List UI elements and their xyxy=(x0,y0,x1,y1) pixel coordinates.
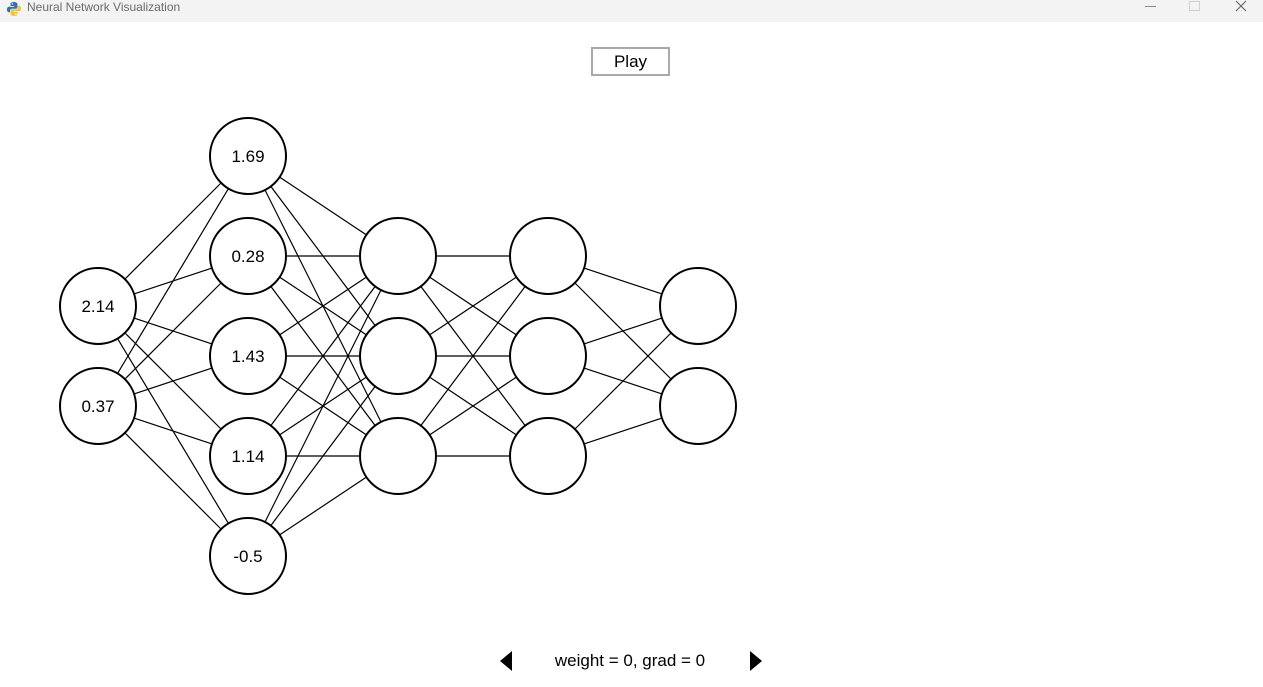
neuron-l2-n2[interactable] xyxy=(359,417,437,495)
maximize-icon[interactable] xyxy=(1172,0,1218,14)
neuron-l1-n4[interactable]: -0.5 xyxy=(209,517,287,595)
connection-l2-n2-to-n1 xyxy=(429,376,517,436)
connection-l0-n1-to-n0 xyxy=(117,188,229,374)
neuron-l4-n0[interactable] xyxy=(659,267,737,345)
connection-l3-n2-to-n1 xyxy=(583,417,663,445)
visualization-canvas: Play 2.14 0.37 1.69 0.28 1.43 1.14 -0.5 weight… xyxy=(0,22,1263,687)
connection-l1-n4-to-n1 xyxy=(270,386,376,526)
connections xyxy=(117,176,672,536)
neuron-circle xyxy=(59,367,137,445)
neuron-value: -0.5 xyxy=(233,547,262,566)
minimize-icon[interactable] xyxy=(1127,0,1173,14)
neuron-l1-n3[interactable]: 1.14 xyxy=(209,417,287,495)
neuron-circle xyxy=(659,267,737,345)
connection-l0-n1-to-n1 xyxy=(124,282,222,380)
connection-l0-n1-to-n2 xyxy=(133,367,213,395)
neuron-value: 1.69 xyxy=(231,147,264,166)
neuron-l0-n0[interactable]: 2.14 xyxy=(59,267,137,345)
neuron-circle xyxy=(359,417,437,495)
neuron-circle xyxy=(509,317,587,395)
play-button[interactable]: Play xyxy=(591,47,670,76)
connection-l0-n1-to-n4 xyxy=(124,432,222,530)
neurons: 2.14 0.37 1.69 0.28 1.43 1.14 -0.5 xyxy=(59,117,737,595)
neural-network-diagram: 2.14 0.37 1.69 0.28 1.43 1.14 -0.5 xyxy=(59,117,737,595)
python-icon xyxy=(6,1,22,17)
neuron-circle xyxy=(209,117,287,195)
window-title: Neural Network Visualization xyxy=(27,0,181,14)
neuron-circle xyxy=(659,367,737,445)
connection-l1-n2-to-n0 xyxy=(279,276,367,336)
connection-l2-n1-to-n0 xyxy=(429,276,517,336)
connection-l0-n0-to-n0 xyxy=(124,182,222,280)
neuron-value: 1.14 xyxy=(231,447,264,466)
neuron-circle xyxy=(359,317,437,395)
neuron-l1-n2[interactable]: 1.43 xyxy=(209,317,287,395)
neuron-l2-n0[interactable] xyxy=(359,217,437,295)
neuron-value: 0.28 xyxy=(231,247,264,266)
neuron-value: 1.43 xyxy=(231,347,264,366)
neuron-l3-n1[interactable] xyxy=(509,317,587,395)
neuron-l3-n0[interactable] xyxy=(509,217,587,295)
neuron-l1-n1[interactable]: 0.28 xyxy=(209,217,287,295)
connection-l1-n3-to-n0 xyxy=(270,286,376,426)
neuron-value: 2.14 xyxy=(81,297,114,316)
neuron-l1-n0[interactable]: 1.69 xyxy=(209,117,287,195)
neuron-value: 0.37 xyxy=(81,397,114,416)
connection-l3-n1-to-n0 xyxy=(583,317,663,345)
connection-l3-n2-to-n0 xyxy=(574,332,672,430)
left-arrow-icon[interactable] xyxy=(499,649,513,673)
right-arrow-icon[interactable] xyxy=(749,649,763,673)
neuron-circle xyxy=(509,417,587,495)
connection-l1-n4-to-n0 xyxy=(264,289,382,523)
neuron-circle xyxy=(209,317,287,395)
neuron-circle xyxy=(509,217,587,295)
neuron-l0-n1[interactable]: 0.37 xyxy=(59,367,137,445)
close-icon[interactable] xyxy=(1217,0,1263,14)
neuron-l4-n1[interactable] xyxy=(659,367,737,445)
connection-l0-n1-to-n3 xyxy=(133,417,213,445)
neuron-l3-n2[interactable] xyxy=(509,417,587,495)
neuron-circle xyxy=(59,267,137,345)
connection-l3-n0-to-n0 xyxy=(583,267,663,295)
neuron-circle xyxy=(209,217,287,295)
neuron-circle xyxy=(359,217,437,295)
connection-l1-n0-to-n0 xyxy=(279,176,367,236)
connection-l1-n4-to-n2 xyxy=(279,476,367,536)
title-bar: Neural Network Visualization xyxy=(0,0,1263,22)
neuron-circle xyxy=(209,517,287,595)
weight-grad-status: weight = 0, grad = 0 xyxy=(554,651,706,670)
connection-l2-n2-to-n0 xyxy=(420,286,526,426)
neuron-circle xyxy=(209,417,287,495)
neuron-l2-n1[interactable] xyxy=(359,317,437,395)
